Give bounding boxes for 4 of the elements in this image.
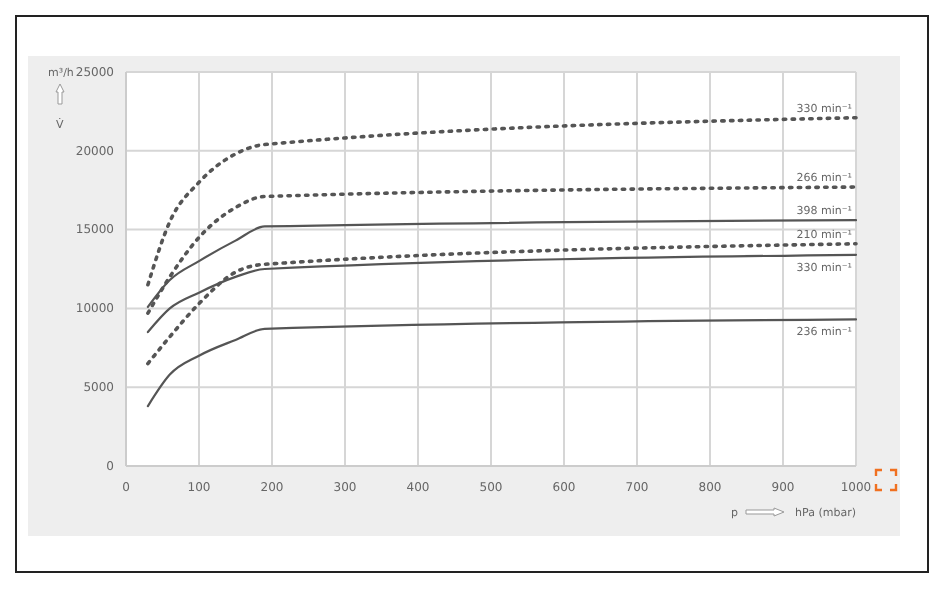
line-series bbox=[146, 185, 858, 315]
line-series bbox=[146, 318, 858, 408]
line-series bbox=[146, 241, 858, 366]
line-series bbox=[146, 115, 858, 287]
